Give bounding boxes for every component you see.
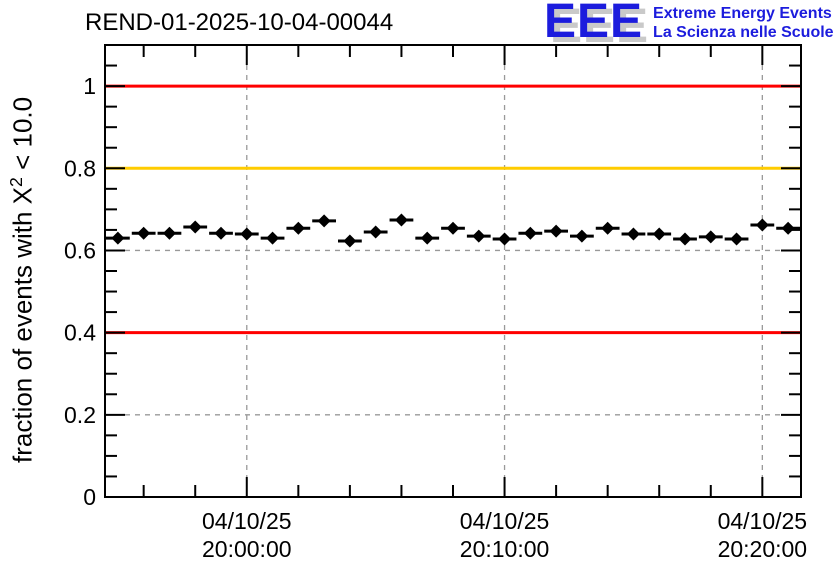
data-point bbox=[214, 226, 228, 240]
data-point bbox=[240, 227, 254, 241]
chart-title: REND-01-2025-10-04-00044 bbox=[85, 9, 394, 36]
y-tick-label: 0 bbox=[83, 484, 96, 510]
data-point bbox=[394, 213, 408, 227]
plot-frame bbox=[104, 44, 802, 498]
eee-logo: EEE Extreme Energy Events La Scienza nel… bbox=[544, 0, 834, 48]
data-point bbox=[730, 232, 744, 246]
data-point bbox=[781, 221, 795, 235]
y-tick-label: 0.6 bbox=[64, 237, 96, 263]
data-point bbox=[678, 232, 692, 246]
data-point bbox=[420, 231, 434, 245]
eee-logo-line1: Extreme Energy Events bbox=[653, 5, 832, 22]
data-point bbox=[523, 226, 537, 240]
y-tick-label: 0.4 bbox=[64, 320, 96, 346]
y-axis-title-suffix: < 10.0 bbox=[7, 96, 38, 178]
data-point bbox=[601, 221, 615, 235]
data-series bbox=[106, 213, 800, 248]
eee-logo-acronym: EEE bbox=[544, 0, 644, 48]
data-point bbox=[188, 220, 202, 234]
data-point bbox=[111, 231, 125, 245]
y-axis-title-superscript: 2 bbox=[6, 177, 26, 187]
data-point bbox=[162, 226, 176, 240]
eee-logo-line2: La Scienza nelle Scuole bbox=[653, 24, 834, 41]
data-point bbox=[446, 221, 460, 235]
data-point bbox=[266, 231, 280, 245]
y-tick-label: 1 bbox=[83, 73, 96, 99]
x-tick-label-date: 04/10/25 bbox=[202, 508, 292, 534]
data-point bbox=[291, 221, 305, 235]
data-point bbox=[652, 227, 666, 241]
y-axis-title-prefix: fraction of events with X bbox=[7, 186, 38, 463]
data-point bbox=[549, 224, 563, 238]
data-point bbox=[704, 230, 718, 244]
y-tick-label: 0.8 bbox=[64, 155, 96, 181]
data-point bbox=[498, 232, 512, 246]
data-point bbox=[137, 226, 151, 240]
data-point bbox=[575, 229, 589, 243]
x-tick-label-date: 04/10/25 bbox=[460, 508, 550, 534]
x-tick-label-time: 20:00:00 bbox=[202, 536, 292, 562]
data-point bbox=[317, 214, 331, 228]
x-tick-label-date: 04/10/25 bbox=[718, 508, 808, 534]
data-point bbox=[755, 218, 769, 232]
x-tick-label-time: 20:10:00 bbox=[460, 536, 550, 562]
data-point bbox=[472, 229, 486, 243]
data-point bbox=[343, 234, 357, 248]
eee-logo-text: Extreme Energy Events La Scienza nelle S… bbox=[653, 4, 834, 42]
data-point bbox=[626, 227, 640, 241]
y-tick-label: 0.2 bbox=[64, 402, 96, 428]
data-point bbox=[369, 225, 383, 239]
y-axis-title: fraction of events with X2 < 10.0 bbox=[6, 97, 39, 463]
x-tick-label-time: 20:20:00 bbox=[718, 536, 808, 562]
